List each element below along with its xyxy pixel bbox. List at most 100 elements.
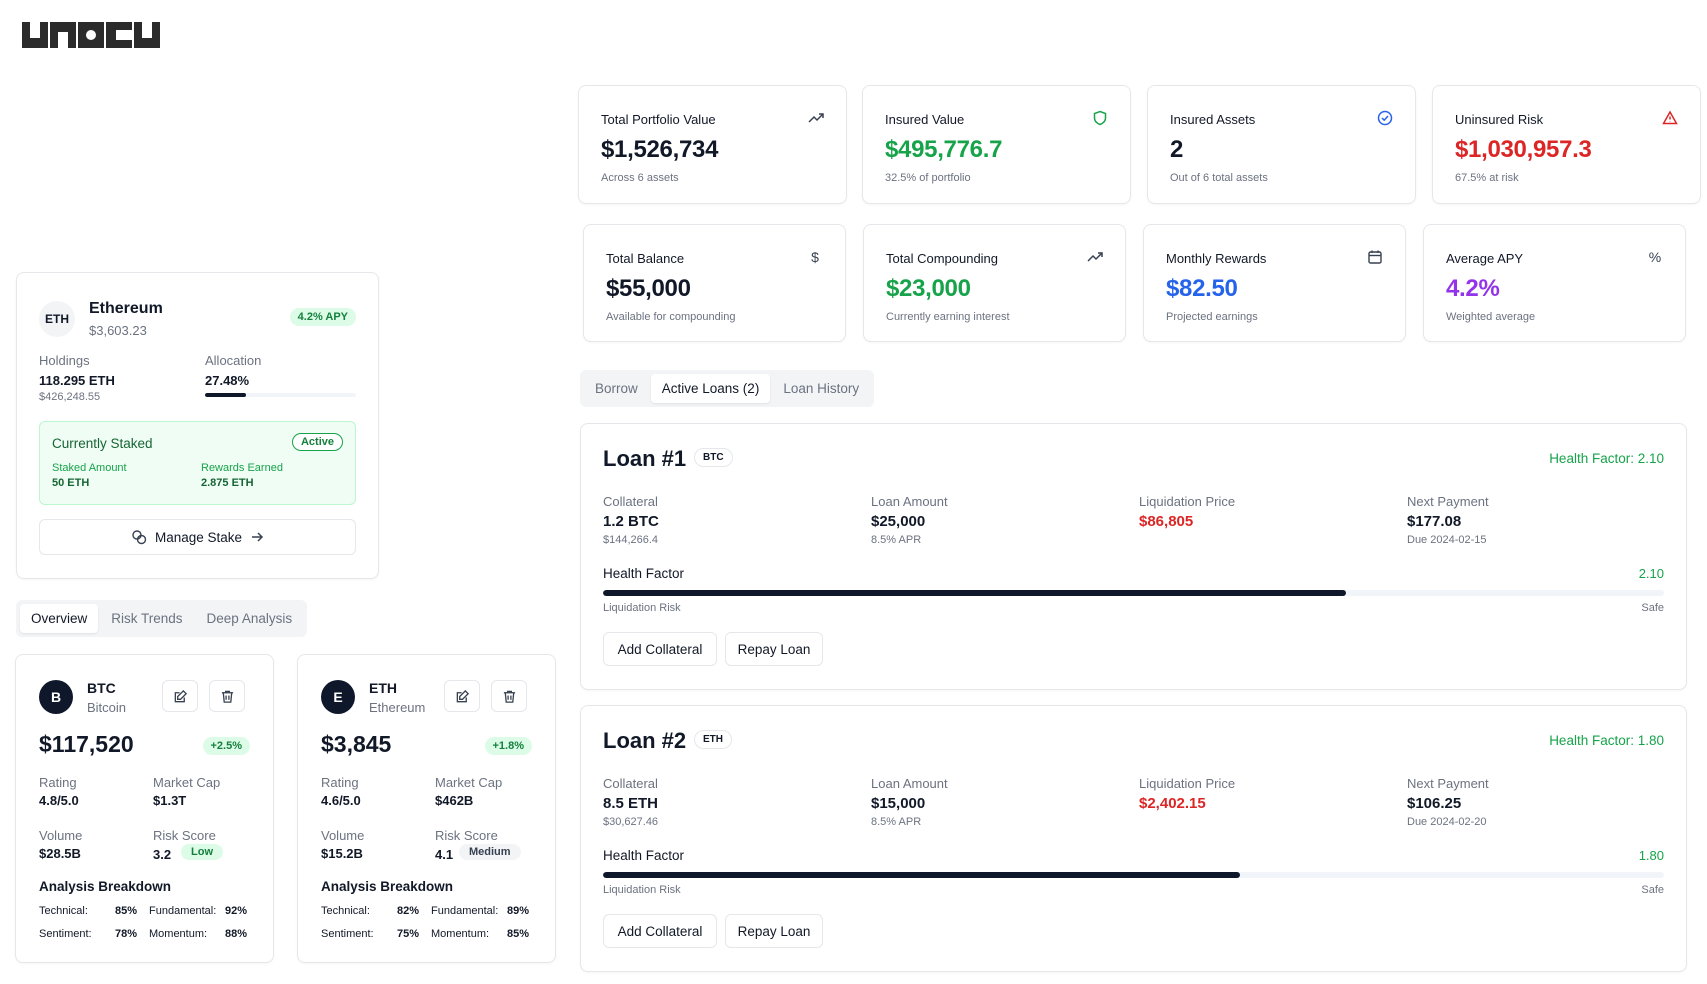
staking-card: ETH Ethereum $3,603.23 4.2% APY Holdings… bbox=[16, 272, 379, 579]
stat-value: $82.50 bbox=[1166, 275, 1238, 302]
fundamental-value: 92% bbox=[225, 905, 248, 917]
edit-icon bbox=[174, 689, 187, 702]
health-factor-bar bbox=[603, 872, 1664, 878]
analysis-tabs: Overview Risk Trends Deep Analysis bbox=[16, 600, 308, 637]
trend-up-icon bbox=[808, 113, 824, 123]
percent-icon: % bbox=[1648, 249, 1662, 265]
stat-subtitle: Projected earnings bbox=[1166, 311, 1258, 323]
stat-title: Monthly Rewards bbox=[1166, 251, 1267, 266]
asset-price: $117,520 bbox=[39, 731, 134, 757]
asset-name: Bitcoin bbox=[87, 700, 127, 715]
repay-loan-button[interactable]: Repay Loan bbox=[725, 632, 823, 666]
health-factor-bar bbox=[603, 590, 1664, 596]
fundamental-value: 89% bbox=[507, 905, 530, 917]
tab-borrow[interactable]: Borrow bbox=[595, 381, 638, 396]
delete-button[interactable] bbox=[209, 680, 245, 712]
volume-label: Volume bbox=[39, 828, 83, 843]
stat-title: Average APY bbox=[1446, 251, 1524, 266]
next-payment-label: Next Payment bbox=[1407, 776, 1489, 791]
edit-button[interactable] bbox=[444, 680, 480, 712]
loan-title: Loan #2 bbox=[603, 728, 687, 753]
sentiment-label: Sentiment: bbox=[321, 928, 374, 940]
edit-button[interactable] bbox=[162, 680, 198, 712]
delete-button[interactable] bbox=[491, 680, 527, 712]
momentum-value: 85% bbox=[507, 928, 530, 940]
allocation-bar-fill bbox=[205, 393, 247, 397]
collateral-label: Collateral bbox=[603, 776, 658, 791]
holdings-label: Holdings bbox=[39, 353, 90, 368]
stat-subtitle: 67.5% at risk bbox=[1455, 172, 1519, 184]
health-factor-bar-fill bbox=[603, 872, 1240, 878]
alert-triangle-icon bbox=[1662, 110, 1678, 125]
asset-card-eth: E ETH Ethereum $3,845 +1.8% Rating 4.6/5… bbox=[297, 654, 556, 963]
staked-amount-label: Staked Amount bbox=[52, 462, 127, 474]
stat-subtitle: Weighted average bbox=[1446, 311, 1536, 323]
loan-card-2: Loan #2 ETH Health Factor: 1.80 Collater… bbox=[580, 705, 1687, 972]
holdings-usd: $426,248.55 bbox=[39, 391, 101, 403]
asset-symbol: BTC bbox=[87, 680, 116, 696]
logo-letter-u bbox=[22, 22, 48, 48]
sentiment-value: 75% bbox=[397, 928, 420, 940]
asset-price: $3,845 bbox=[321, 731, 392, 757]
staked-title: Currently Staked bbox=[52, 436, 153, 451]
fundamental-label: Fundamental: bbox=[431, 905, 499, 917]
stat-value: 4.2% bbox=[1446, 275, 1500, 302]
rating-value: 4.8/5.0 bbox=[39, 793, 79, 808]
stat-card-insured-value: Insured Value $495,776.7 32.5% of portfo… bbox=[862, 85, 1131, 204]
unocu-logo[interactable] bbox=[22, 22, 160, 48]
technical-value: 82% bbox=[397, 905, 420, 917]
manage-stake-button[interactable]: Manage Stake bbox=[39, 519, 356, 555]
tab-risk-trends[interactable]: Risk Trends bbox=[111, 611, 183, 626]
sentiment-value: 78% bbox=[115, 928, 138, 940]
health-factor-label: Health Factor bbox=[603, 848, 685, 863]
health-factor-value: 2.10 bbox=[1638, 566, 1664, 581]
edit-icon bbox=[456, 689, 469, 702]
stat-value: $1,526,734 bbox=[601, 136, 719, 163]
collateral-label: Collateral bbox=[603, 494, 658, 509]
add-collateral-button[interactable]: Add Collateral bbox=[603, 914, 717, 948]
stat-value: $1,030,957.3 bbox=[1455, 136, 1592, 163]
volume-label: Volume bbox=[321, 828, 365, 843]
loan-amount-label: Loan Amount bbox=[871, 776, 948, 791]
tab-overview[interactable]: Overview bbox=[20, 604, 99, 633]
health-factor-label: Health Factor bbox=[603, 566, 685, 581]
stat-subtitle: Available for compounding bbox=[606, 311, 736, 323]
arrow-right-icon bbox=[252, 532, 264, 542]
analysis-breakdown-title: Analysis Breakdown bbox=[321, 879, 454, 894]
analysis-breakdown-title: Analysis Breakdown bbox=[39, 879, 172, 894]
dollar-icon: $ bbox=[811, 249, 819, 265]
logo-letter-n bbox=[50, 22, 76, 48]
loan-amount-value: $25,000 bbox=[871, 513, 926, 530]
liquidation-price-label: Liquidation Price bbox=[1139, 494, 1236, 509]
stat-card-uninsured-risk: Uninsured Risk $1,030,957.3 67.5% at ris… bbox=[1432, 85, 1701, 204]
repay-loan-label: Repay Loan bbox=[737, 641, 811, 657]
holdings-value: 118.295 ETH bbox=[39, 373, 115, 388]
technical-value: 85% bbox=[115, 905, 138, 917]
collateral-usd: $30,627.46 bbox=[603, 816, 659, 828]
stat-title: Insured Value bbox=[885, 112, 965, 127]
repay-loan-button[interactable]: Repay Loan bbox=[725, 914, 823, 948]
asset-avatar: E bbox=[321, 680, 355, 714]
asset-card-btc: B BTC Bitcoin $117,520 +2.5% Rating 4.8/… bbox=[15, 654, 274, 963]
tab-loan-history[interactable]: Loan History bbox=[783, 381, 860, 396]
stat-title: Insured Assets bbox=[1170, 112, 1256, 127]
risk-level-badge: Low bbox=[181, 844, 223, 860]
tab-active-loans[interactable]: Active Loans (2) bbox=[650, 374, 771, 403]
loan-card-1: Loan #1 BTC Health Factor: 2.10 Collater… bbox=[580, 423, 1687, 690]
loan-amount-label: Loan Amount bbox=[871, 494, 948, 509]
stat-subtitle: 32.5% of portfolio bbox=[885, 172, 971, 184]
stat-title: Total Compounding bbox=[886, 251, 999, 266]
collateral-usd: $144,266.4 bbox=[603, 534, 659, 546]
liquidation-price-value: $2,402.15 bbox=[1139, 795, 1206, 812]
staked-amount-value: 50 ETH bbox=[52, 477, 90, 489]
logo-letter-u2 bbox=[134, 22, 160, 48]
asset-symbol: ETH bbox=[369, 680, 397, 696]
coins-icon bbox=[132, 530, 147, 545]
health-factor-bar-fill bbox=[603, 590, 1346, 596]
logo-letter-c bbox=[106, 22, 132, 48]
market-cap-label: Market Cap bbox=[435, 775, 503, 790]
calendar-icon bbox=[1368, 250, 1382, 264]
tab-deep-analysis[interactable]: Deep Analysis bbox=[206, 611, 293, 626]
safe-label: Safe bbox=[1641, 884, 1664, 896]
add-collateral-button[interactable]: Add Collateral bbox=[603, 632, 717, 666]
